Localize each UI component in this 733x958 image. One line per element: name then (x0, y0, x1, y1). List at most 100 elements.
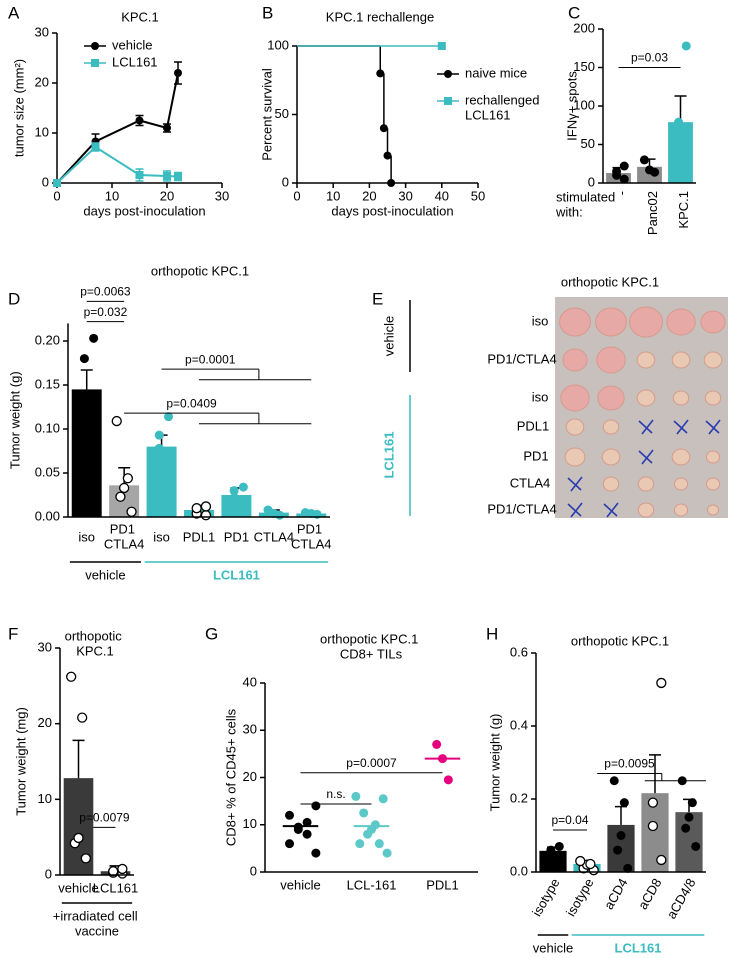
cross-mark (673, 419, 689, 435)
data-point (80, 853, 91, 864)
series-line (56, 145, 179, 184)
tumor (673, 503, 689, 517)
data-point (117, 863, 128, 875)
error-bar (80, 369, 93, 390)
photo-group-label: vehicle (381, 316, 396, 356)
tumor (562, 348, 588, 372)
panel-letter: E (372, 289, 383, 308)
tumor (559, 307, 591, 337)
data-point (374, 839, 384, 849)
y-tick-label: 0.4 (510, 717, 528, 732)
x-tick-label: 20 (160, 188, 174, 203)
y-tick-label: 40 (243, 674, 257, 689)
photo-row-label: PDL1 (517, 418, 550, 433)
y-tick-label: 150 (573, 59, 595, 74)
marker (91, 143, 100, 151)
y-tick-label: 0.15 (35, 376, 60, 391)
annotation: n.s. (326, 787, 345, 801)
data-point (285, 839, 295, 849)
data-point (263, 505, 273, 515)
marker (437, 42, 446, 50)
data-point (229, 486, 239, 496)
group-label: LCL161 (213, 567, 260, 582)
marker (163, 172, 171, 180)
data-point (585, 858, 596, 870)
legend-marker (444, 70, 452, 78)
group-label: vehicle (533, 940, 573, 955)
tumor (629, 306, 663, 338)
panel-letter: H (486, 624, 498, 643)
data-point (164, 462, 174, 472)
x-tick-label: 30 (398, 188, 412, 203)
photo-title: orthopotic KPC.1 (561, 274, 659, 289)
annotation: p=0.0007 (346, 756, 397, 770)
data-point (684, 812, 694, 822)
y-tick-label: 10 (243, 816, 257, 831)
text-line: orthopotic KPC.1 (320, 632, 422, 647)
legend-label: rechallenged LCL161 (465, 93, 543, 123)
tumor (637, 502, 655, 518)
panel-letter: D (8, 289, 20, 308)
error-bar (615, 805, 627, 825)
tumor (636, 389, 656, 407)
data-point (79, 354, 89, 364)
y-tick-label: 100 (267, 37, 289, 52)
data-point (302, 817, 312, 827)
data-point (613, 845, 623, 855)
tumor (671, 351, 691, 369)
x-tick-label: PD1 (224, 529, 249, 544)
photo-group-label: LCL161 (381, 432, 396, 479)
data-point (647, 797, 659, 808)
data-point (126, 506, 137, 517)
x-tick-label: PD1 CTLA4 (104, 522, 144, 552)
data-point (154, 430, 164, 440)
data-point (554, 852, 564, 862)
tumor (700, 310, 726, 334)
data-point (691, 841, 701, 851)
data-point (118, 482, 130, 494)
panel-letter: A (8, 3, 20, 22)
y-tick-label: 200 (573, 20, 595, 35)
x-tick-label: 50 (471, 188, 485, 203)
data-point (89, 333, 99, 343)
data-point (79, 398, 89, 408)
data-point (619, 161, 629, 171)
bar (675, 812, 703, 872)
x-tick-label: - (614, 191, 629, 195)
x-axis-label: days post-inoculation (83, 203, 205, 218)
data-point (300, 508, 310, 518)
annotation: p=0.0409 (166, 396, 217, 410)
y-tick-label: 0 (282, 174, 289, 189)
data-point (311, 801, 321, 811)
tumor (705, 450, 721, 464)
legend-label: vehicle (112, 37, 152, 52)
panel-letter: B (262, 3, 273, 22)
data-point (616, 831, 626, 840)
tumor (673, 477, 689, 491)
x-tick-label: vehicle (280, 877, 320, 892)
y-tick-label: 0.00 (35, 508, 60, 523)
error-bar (72, 739, 85, 779)
tumor (601, 448, 621, 466)
x-tick-label: CTLA4 (254, 529, 294, 544)
x-tick-label: 10 (105, 188, 119, 203)
data-point (73, 832, 84, 844)
text-line: stimulated (556, 190, 619, 205)
cross-mark (567, 476, 583, 492)
cross-mark (638, 419, 654, 435)
data-point (612, 166, 622, 176)
data-point (200, 510, 212, 521)
text-line: PD1 (297, 522, 326, 537)
data-point (647, 820, 659, 832)
data-point (238, 507, 248, 517)
y-tick-label: 0.05 (35, 464, 60, 479)
data-point (370, 820, 380, 830)
data-point (359, 808, 369, 818)
data-point (77, 712, 88, 723)
data-point (656, 854, 667, 866)
tumor (672, 390, 690, 406)
data-point (229, 493, 239, 503)
marker (174, 69, 182, 77)
panel-letter: C (568, 3, 580, 22)
